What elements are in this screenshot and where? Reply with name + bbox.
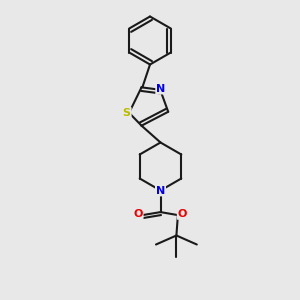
Text: S: S [123,108,131,118]
Text: O: O [178,209,187,219]
Text: N: N [156,84,165,94]
Text: O: O [133,209,143,219]
Text: N: N [156,185,165,196]
